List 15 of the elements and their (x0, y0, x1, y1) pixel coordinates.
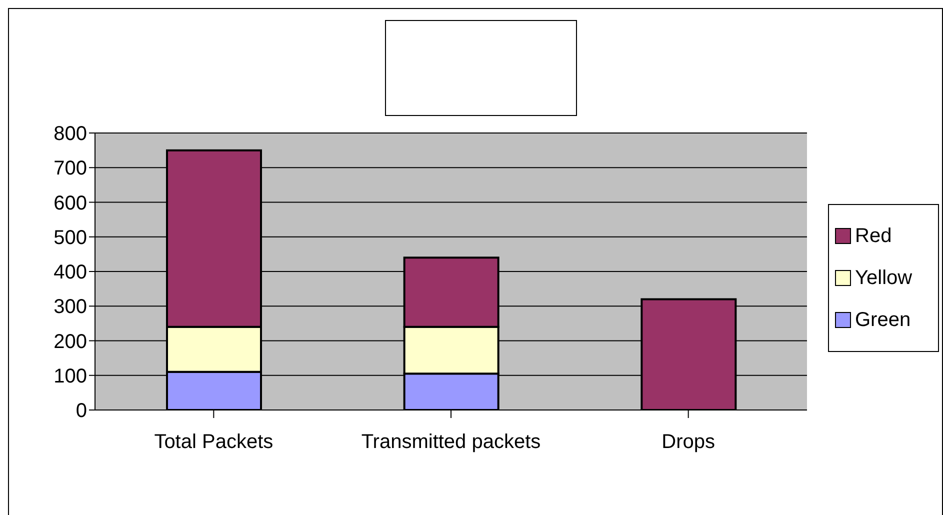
y-tick-label: 600 (54, 192, 87, 214)
y-tick-label: 500 (54, 226, 87, 249)
x-tick-label: Transmitted packets (361, 431, 541, 454)
legend-label: Yellow (855, 266, 912, 290)
legend-label: Red (855, 224, 892, 248)
x-tick-label: Total Packets (154, 431, 274, 454)
y-tick-label: 400 (54, 262, 87, 284)
y-tick-label: 100 (54, 365, 87, 388)
y-tick-label: 0 (76, 400, 87, 422)
y-tick-label: 800 (54, 123, 87, 146)
y-tick-label: 700 (54, 158, 87, 180)
x-tick-label: Drops (662, 431, 716, 454)
legend-label: Green (855, 308, 911, 332)
y-tick-label: 300 (54, 296, 87, 318)
y-tick-label: 200 (54, 330, 87, 353)
